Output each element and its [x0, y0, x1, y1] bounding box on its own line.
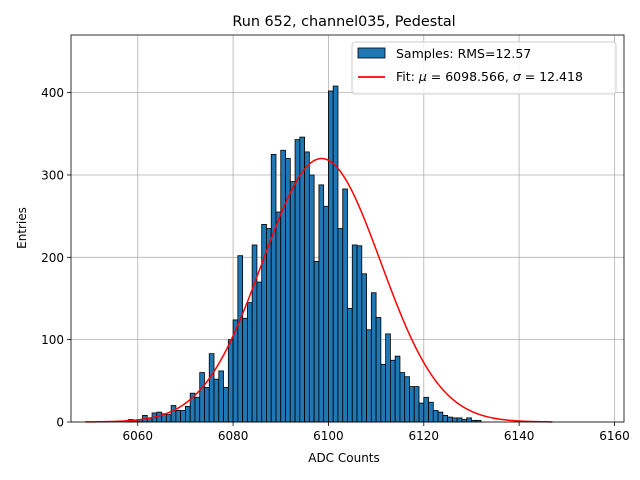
chart-title: Run 652, channel035, Pedestal — [232, 14, 455, 30]
histogram-bar — [385, 333, 391, 423]
x-tick-label: 6160 — [599, 429, 630, 443]
legend-sigma-symbol: σ — [513, 69, 522, 84]
histogram-bar — [180, 410, 186, 423]
histogram-bar — [370, 292, 377, 423]
histogram-bar — [318, 184, 325, 423]
histogram-bar — [299, 136, 305, 423]
histogram-bar — [246, 302, 253, 423]
y-tick-label: 0 — [56, 416, 64, 430]
histogram-bar — [208, 353, 215, 423]
histogram-bar — [394, 355, 401, 423]
x-tick-label: 6060 — [122, 429, 153, 443]
x-tick-label: 6140 — [504, 429, 535, 443]
histogram-bar — [413, 386, 420, 423]
histogram-bar — [223, 387, 229, 423]
fit-curve — [85, 157, 553, 423]
y-tick-label: 300 — [41, 168, 64, 182]
histogram-bar — [242, 317, 248, 423]
legend-box — [351, 41, 617, 95]
histogram-bar — [280, 149, 286, 423]
legend-fit-label: Fit: μ = 6098.566, σ = 12.418 — [396, 69, 583, 84]
histogram-bars — [127, 85, 482, 423]
histogram-bar — [347, 307, 353, 423]
legend-fit-suffix: = 12.418 — [521, 69, 583, 84]
legend-fit-prefix: Fit: — [396, 69, 419, 84]
y-tick-label: 200 — [41, 251, 64, 265]
histogram-bar — [356, 245, 363, 423]
histogram-bar — [304, 151, 310, 423]
histogram-bar — [399, 372, 406, 423]
histogram-bar — [328, 90, 334, 423]
histogram-bar — [337, 228, 344, 423]
histogram-bar — [308, 174, 315, 423]
histogram-bar — [213, 378, 220, 423]
histogram-bar — [194, 396, 201, 423]
histogram-bar — [275, 211, 282, 423]
histogram-bar — [451, 417, 458, 423]
histogram-bar — [466, 417, 472, 423]
histogram-bar — [380, 363, 387, 423]
histogram-bar — [432, 410, 439, 423]
histogram-bar — [323, 205, 329, 423]
y-axis-label: Entries — [15, 207, 29, 249]
legend-mu-symbol: μ — [418, 69, 427, 84]
histogram-bar — [423, 396, 429, 423]
legend: Samples: RMS=12.57 Fit: μ = 6098.566, σ … — [351, 41, 617, 95]
y-axis-ticks: 0 100 200 300 400 — [41, 86, 71, 430]
histogram-bar — [256, 281, 263, 423]
legend-fit-middle: = 6098.566, — [427, 69, 513, 84]
legend-samples-label: Samples: RMS=12.57 — [396, 46, 531, 61]
histogram-bar — [218, 370, 224, 423]
histogram-bar — [390, 359, 396, 423]
histogram-bar — [332, 85, 339, 423]
histogram-bar — [361, 273, 367, 423]
histogram-bar — [442, 415, 449, 423]
legend-samples-swatch — [357, 47, 386, 59]
histogram-bar — [227, 339, 234, 423]
plot-frame — [70, 34, 625, 423]
histogram-bar — [313, 261, 320, 423]
histogram-bar — [404, 376, 410, 423]
y-tick-label: 100 — [41, 333, 64, 347]
x-tick-label: 6120 — [409, 429, 440, 443]
histogram-bar — [456, 417, 463, 423]
histogram-bar — [409, 386, 415, 423]
histogram-bar — [289, 181, 296, 423]
histogram-bar — [270, 153, 277, 423]
histogram-bar — [447, 416, 453, 423]
histogram-bar — [418, 402, 425, 423]
histogram-bar — [437, 411, 444, 423]
histogram-bar — [366, 329, 372, 423]
x-axis-label: ADC Counts — [308, 451, 380, 465]
histogram-bar — [175, 410, 182, 423]
histogram-bar — [266, 228, 272, 423]
x-axis-ticks: 6060 6080 6100 6120 6140 6160 — [122, 422, 630, 443]
y-tick-label: 400 — [41, 86, 64, 100]
histogram-bar — [375, 317, 382, 423]
histogram-bar — [199, 372, 205, 423]
x-tick-label: 6080 — [218, 429, 249, 443]
histogram-bar — [170, 405, 177, 423]
histogram-bar — [237, 255, 244, 423]
histogram-bar — [428, 401, 434, 423]
histogram-bar — [251, 244, 258, 423]
histogram-bar — [165, 414, 172, 423]
histogram-bar — [351, 244, 358, 423]
histogram-bar — [204, 387, 210, 423]
x-tick-label: 6100 — [313, 429, 344, 443]
histogram-bar — [185, 405, 191, 423]
histogram-bar — [342, 188, 348, 423]
